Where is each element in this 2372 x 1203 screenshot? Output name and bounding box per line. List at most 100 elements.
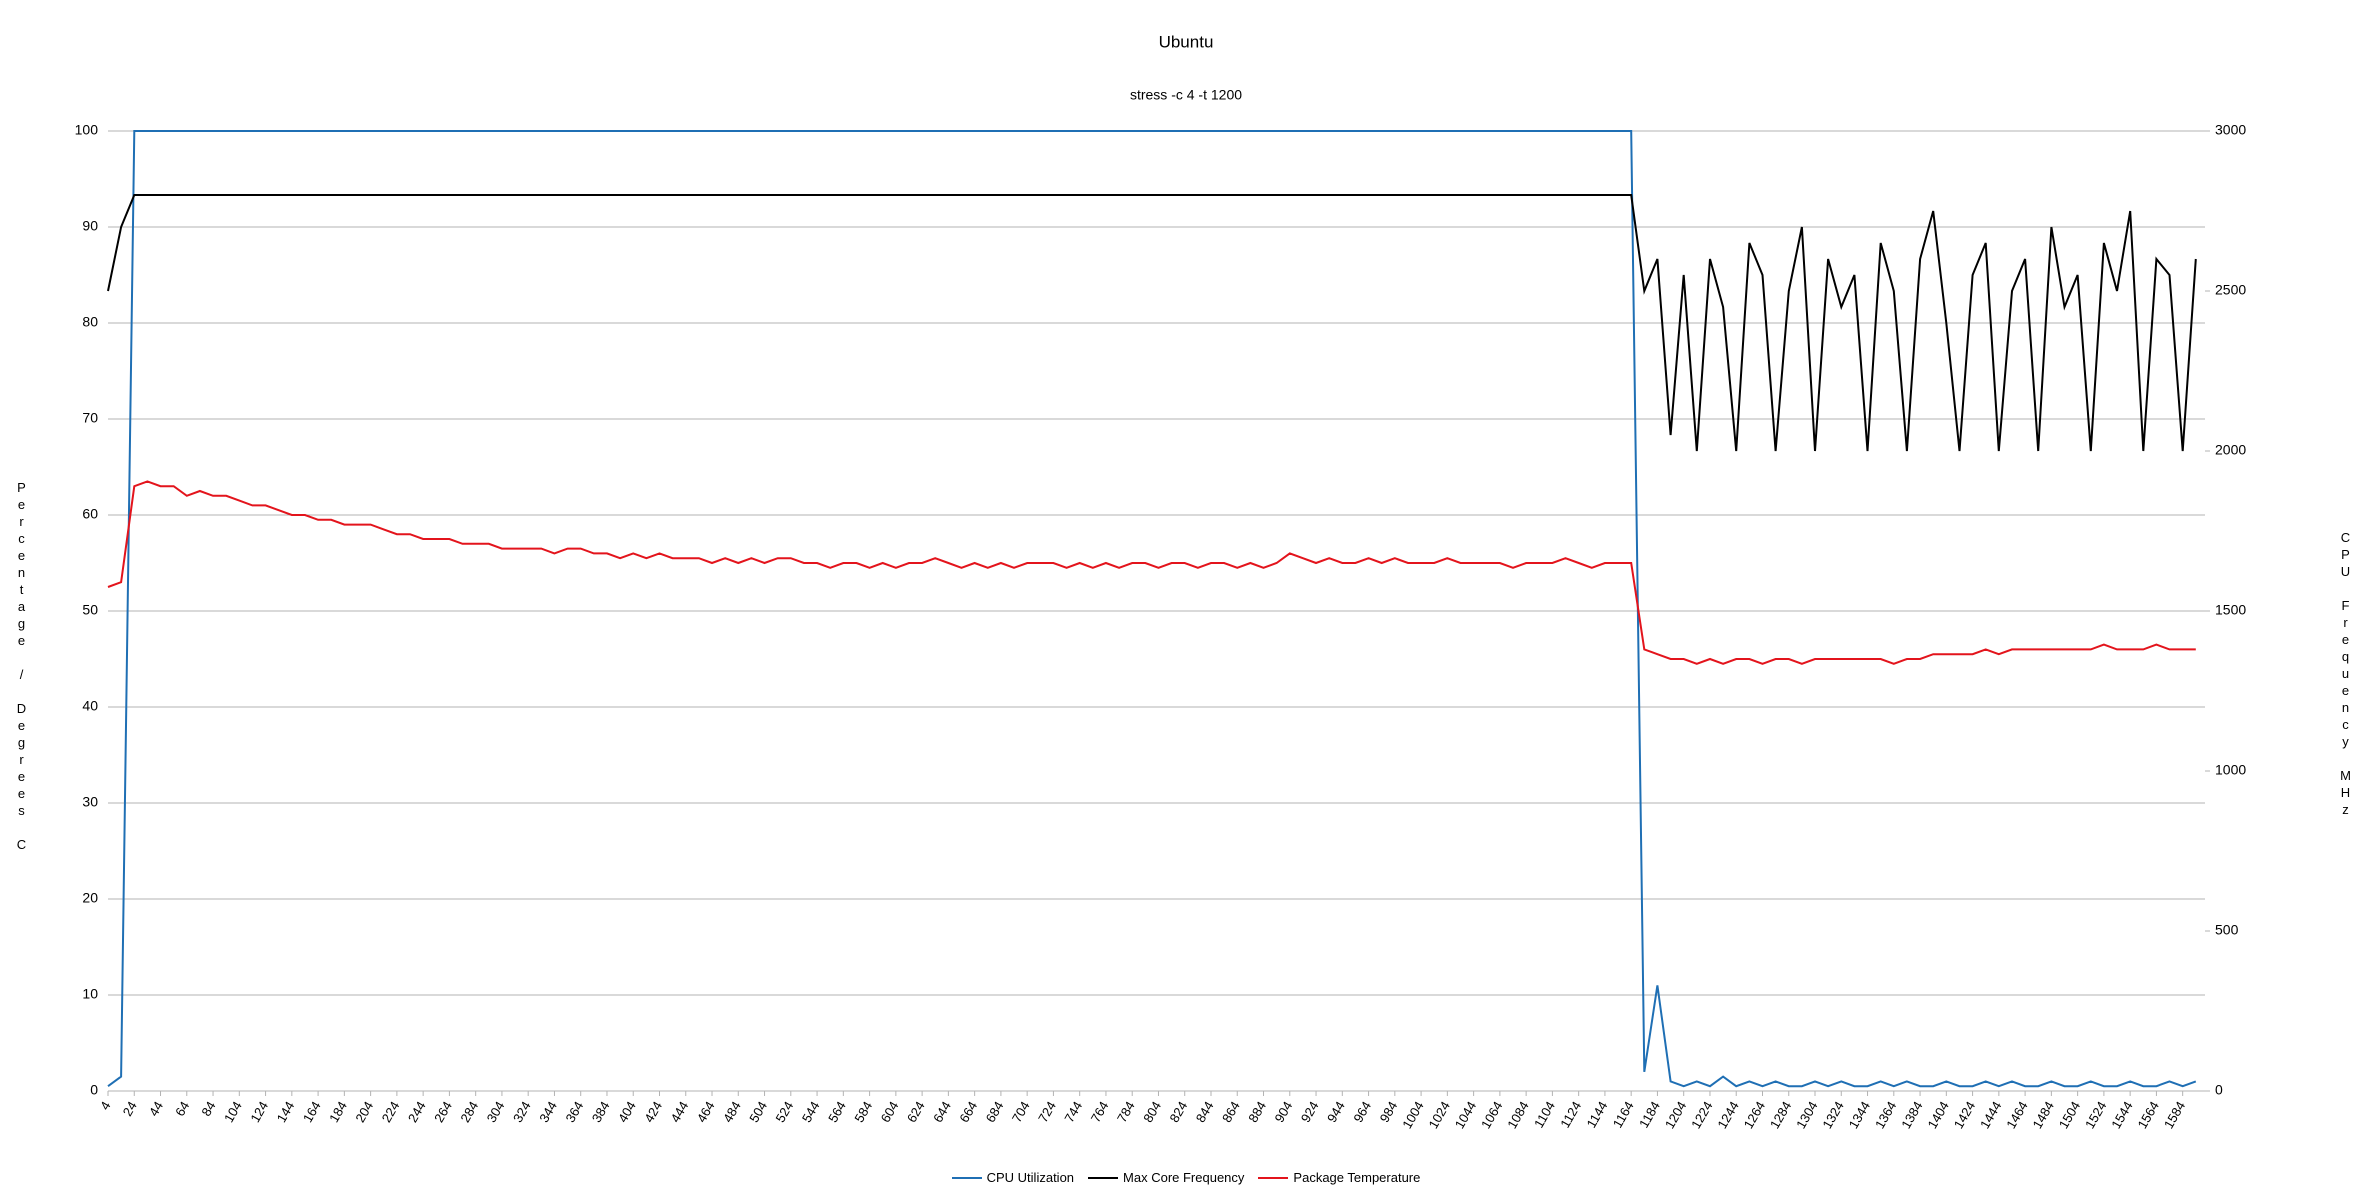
x-tick-label: 324 <box>510 1099 534 1125</box>
x-tick-label: 1524 <box>2082 1099 2109 1132</box>
legend: CPU Utilization Max Core Frequency Package… <box>0 1170 2372 1185</box>
x-tick-label: 804 <box>1140 1099 1164 1125</box>
x-tick-label: 944 <box>1324 1099 1348 1125</box>
y-axis-title: Percentage / Degrees C <box>14 480 29 854</box>
x-tick-label: 1584 <box>2161 1099 2188 1132</box>
x-tick-label: 1184 <box>1636 1099 1663 1131</box>
x-tick-label: 44 <box>146 1099 166 1119</box>
x-tick-label: 504 <box>746 1099 770 1125</box>
x-tick-label: 764 <box>1088 1099 1112 1125</box>
y-tick-label: 30 <box>82 794 98 810</box>
x-tick-label: 384 <box>589 1099 613 1125</box>
x-tick-label: 1004 <box>1399 1099 1426 1132</box>
chart-title: Ubuntu <box>1159 32 1214 51</box>
x-tick-label: 824 <box>1166 1099 1190 1125</box>
x-tick-label: 404 <box>615 1099 639 1125</box>
x-tick-label: 364 <box>562 1099 586 1125</box>
y2-tick-label: 1000 <box>2215 762 2246 778</box>
x-tick-label: 124 <box>247 1099 271 1125</box>
y-tick-label: 40 <box>82 698 98 714</box>
x-tick-label: 464 <box>694 1099 718 1125</box>
legend-item: Max Core Frequency <box>1088 1170 1244 1185</box>
x-tick-label: 224 <box>379 1099 403 1125</box>
y2-tick-label: 2000 <box>2215 442 2246 458</box>
legend-item: Package Temperature <box>1258 1170 1420 1185</box>
x-tick-label: 1204 <box>1662 1099 1689 1132</box>
y-tick-label: 60 <box>82 506 98 522</box>
x-tick-label: 484 <box>720 1099 744 1125</box>
x-tick-label: 24 <box>120 1099 140 1119</box>
x-tick-label: 1084 <box>1504 1099 1531 1132</box>
x-tick-label: 1264 <box>1741 1099 1768 1132</box>
y2-tick-label: 3000 <box>2215 122 2246 138</box>
x-tick-label: 1244 <box>1714 1099 1741 1132</box>
series-line <box>107 480 2196 665</box>
x-tick-label: 1284 <box>1767 1099 1794 1132</box>
x-tick-label: 344 <box>536 1099 560 1125</box>
y-tick-label: 50 <box>82 602 98 618</box>
y2-tick-label: 1500 <box>2215 602 2246 618</box>
x-tick-label: 844 <box>1193 1099 1217 1125</box>
x-tick-label: 304 <box>484 1099 508 1125</box>
legend-swatch <box>951 1176 982 1179</box>
y-tick-label: 90 <box>82 218 98 234</box>
x-tick-label: 284 <box>457 1099 481 1125</box>
x-tick-label: 1324 <box>1819 1099 1846 1132</box>
y2-tick-label: 500 <box>2215 922 2239 938</box>
y-tick-label: 20 <box>82 890 98 906</box>
legend-swatch <box>1258 1176 1289 1179</box>
legend-label: Max Core Frequency <box>1123 1170 1245 1185</box>
x-tick-label: 644 <box>930 1099 954 1125</box>
x-tick-label: 1104 <box>1531 1099 1558 1131</box>
x-tick-label: 424 <box>641 1099 665 1125</box>
x-tick-label: 924 <box>1298 1099 1322 1125</box>
x-tick-label: 1164 <box>1610 1099 1637 1131</box>
legend-label: CPU Utilization <box>986 1170 1075 1185</box>
x-tick-label: 1444 <box>1977 1099 2004 1132</box>
x-tick-label: 684 <box>983 1099 1007 1125</box>
x-tick-label: 1304 <box>1793 1099 1820 1132</box>
x-tick-label: 1484 <box>2029 1099 2056 1132</box>
x-tick-label: 1124 <box>1557 1099 1584 1131</box>
legend-swatch <box>1088 1176 1119 1179</box>
x-tick-label: 784 <box>1114 1099 1138 1125</box>
x-tick-label: 1144 <box>1584 1099 1611 1131</box>
x-tick-label: 1364 <box>1872 1099 1899 1132</box>
y-tick-label: 100 <box>75 122 99 138</box>
x-tick-label: 264 <box>431 1099 455 1125</box>
series-line <box>107 130 2197 1088</box>
x-tick-label: 4 <box>97 1099 114 1113</box>
y-tick-label: 70 <box>82 410 98 426</box>
x-tick-label: 604 <box>878 1099 902 1125</box>
x-tick-label: 1424 <box>1951 1099 1978 1132</box>
legend-item: CPU Utilization <box>951 1170 1075 1185</box>
legend-label: Package Temperature <box>1293 1170 1421 1185</box>
x-tick-label: 1464 <box>2003 1099 2030 1132</box>
x-tick-label: 884 <box>1245 1099 1269 1125</box>
x-tick-label: 1504 <box>2056 1099 2083 1132</box>
y-tick-label: 10 <box>82 986 98 1002</box>
x-tick-label: 64 <box>172 1099 192 1119</box>
x-tick-label: 1064 <box>1478 1099 1505 1132</box>
x-tick-label: 1344 <box>1846 1099 1873 1132</box>
x-tick-label: 164 <box>300 1099 324 1125</box>
x-tick-label: 744 <box>1061 1099 1085 1125</box>
x-tick-label: 664 <box>956 1099 980 1125</box>
series-line <box>107 194 2197 452</box>
x-tick-label: 1384 <box>1898 1099 1925 1132</box>
x-tick-label: 984 <box>1377 1099 1401 1125</box>
y2-tick-label: 2500 <box>2215 282 2246 298</box>
x-tick-label: 964 <box>1350 1099 1374 1125</box>
y2-tick-label: 0 <box>2215 1082 2223 1098</box>
x-tick-label: 84 <box>198 1099 218 1119</box>
x-tick-label: 584 <box>851 1099 875 1125</box>
x-tick-label: 204 <box>352 1099 376 1125</box>
chart-subtitle: stress -c 4 -t 1200 <box>1130 87 1242 103</box>
y-tick-label: 0 <box>90 1082 98 1098</box>
x-tick-label: 544 <box>799 1099 823 1125</box>
x-tick-label: 864 <box>1219 1099 1243 1125</box>
x-tick-label: 704 <box>1009 1099 1033 1125</box>
x-tick-label: 444 <box>667 1099 691 1125</box>
